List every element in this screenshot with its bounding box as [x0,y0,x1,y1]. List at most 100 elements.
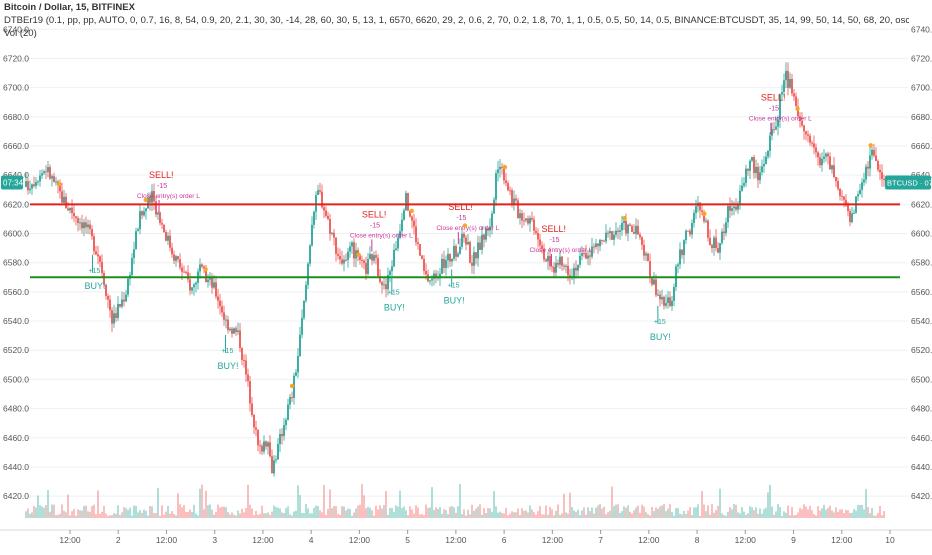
candle-body [325,210,327,216]
candle-body [829,156,831,170]
candles-group [25,62,885,477]
volume-bar [333,506,335,518]
candle-body [435,273,437,279]
candle-body [263,441,265,452]
candle-body [617,230,619,232]
x-tick-label: 12:00 [735,535,757,545]
candle-body [189,279,191,291]
candle-body [181,267,183,272]
sell-order-label: -15 [370,222,380,229]
candle-body [415,226,417,243]
volume-bar [487,508,489,518]
signal-dot [868,143,873,148]
sell-signal: SELL! -15 Close entry(s) order L [529,224,593,266]
sell-label: SELL! [149,170,174,180]
candle-body [93,236,95,252]
candle-body [851,213,853,223]
volume-bar [139,510,141,518]
volume-bar [439,507,441,518]
candle-body [289,397,291,405]
volume-bar [239,513,241,518]
candle-body [223,312,225,320]
candle-body [781,91,783,95]
candle-body [847,205,849,212]
x-tick-label: 9 [791,535,796,545]
candle-body [767,150,769,157]
volume-bar [377,509,379,518]
volume-bar [361,484,363,518]
candle-body [253,415,255,428]
candle-body [575,267,577,271]
candle-body [513,198,515,205]
y-tick-label-right: 6680.0 [911,112,932,122]
candle-body [365,263,367,274]
volume-bar [147,515,149,518]
volume-bar [349,508,351,518]
candle-body [611,231,613,240]
volume-bar [327,508,329,518]
volume-bar [837,511,839,518]
volume-bar [159,515,161,518]
candle-body [541,245,543,249]
volume-bar [457,506,459,518]
volume-bar [751,507,753,518]
volume-group [25,484,885,518]
volume-bar [61,504,63,518]
volume-bar [693,507,695,518]
volume-bar [75,515,77,518]
volume-bar [27,508,29,518]
candle-body [723,231,725,234]
candle-body [793,93,795,97]
volume-bar [233,514,235,518]
candle-body [389,271,391,275]
volume-bar [643,506,645,518]
y-tick-label-left: 6520.0 [3,345,29,355]
candle-body [563,265,565,267]
candle-body [497,169,499,174]
volume-bar [135,505,137,518]
volume-bar [577,509,579,518]
volume-bar [345,510,347,518]
candle-body [831,165,833,170]
volume-bar [133,505,135,518]
candle-body [345,259,347,261]
symbol-title: Bitcoin / Dollar, 15, BITFINEX [4,2,135,13]
candle-body [203,266,205,269]
volume-bar [805,506,807,518]
buy-label: BUY! [650,332,671,342]
candle-body [439,273,441,278]
candle-body [647,253,649,262]
volume-bar [225,507,227,518]
candle-body [39,175,41,182]
study-legend[interactable]: DTBEr19 (0.1, pp, pp, AUTO, 0, 0.7, 16, … [4,15,909,26]
close-entry-label: Close entry(s) order L [350,232,413,239]
y-tick-label-left: 6620.0 [3,199,29,209]
volume-bar [675,507,677,518]
volume-bar [773,514,775,518]
candle-body [551,266,553,268]
volume-legend[interactable]: Vol (20) [4,28,37,39]
candle-body [857,194,859,197]
candle-body [621,223,623,231]
candle-body [259,445,261,447]
candle-body [597,243,599,247]
candle-body [631,225,633,232]
volume-bar [849,513,851,518]
volume-bar [663,504,665,518]
volume-bar [357,505,359,518]
volume-bar [167,505,169,518]
volume-bar [305,504,307,518]
volume-bar [529,505,531,518]
candle-body [559,256,561,265]
volume-bar [475,508,477,518]
candle-body [145,208,147,212]
candle-body [249,381,251,404]
volume-bar [433,510,435,518]
volume-bar [277,507,279,518]
candle-body [457,253,459,257]
candle-body [133,249,135,259]
volume-bar [737,512,739,518]
